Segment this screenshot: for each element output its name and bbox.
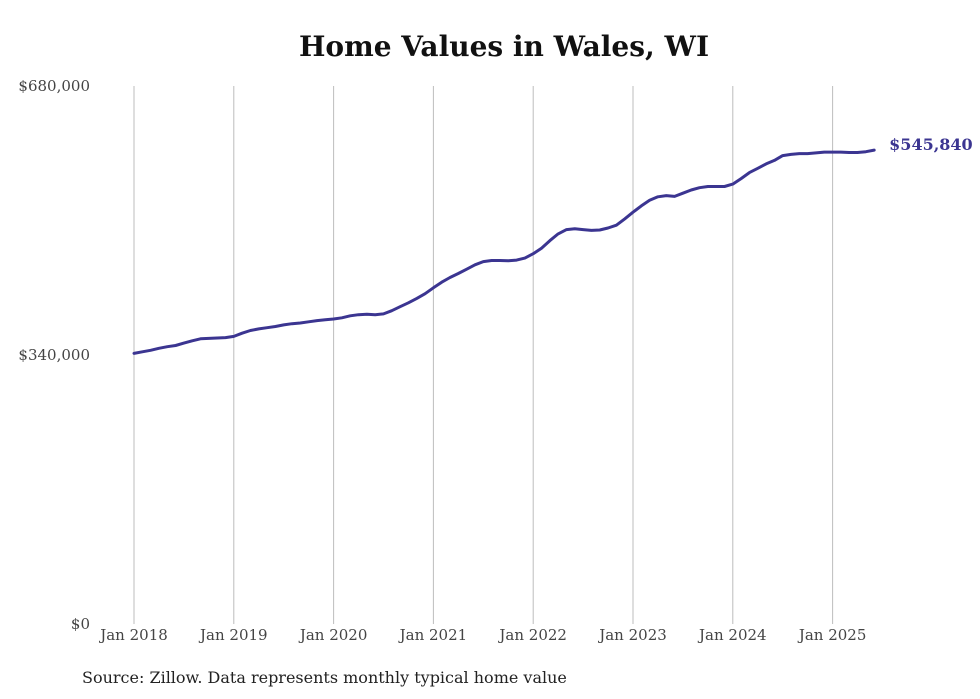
x-tick-label: Jan 2024 (697, 626, 767, 644)
source-note: Source: Zillow. Data represents monthly … (82, 668, 567, 687)
x-tick-label: Jan 2022 (497, 626, 567, 644)
x-axis-ticks: Jan 2018 Jan 2019 Jan 2020 Jan 2021 Jan 2022… (98, 626, 866, 644)
x-tick-label: Jan 2018 (98, 626, 168, 644)
chart-title: Home Values in Wales, WI (298, 30, 710, 63)
end-value-label: $545,840 (889, 135, 973, 154)
x-tick-label: Jan 2021 (398, 626, 468, 644)
x-tick-label: Jan 2020 (298, 626, 368, 644)
y-tick-label: $0 (71, 615, 90, 633)
x-tick-label: Jan 2025 (797, 626, 867, 644)
series-line-home-value (132, 148, 876, 355)
y-tick-label: $680,000 (18, 77, 90, 95)
vertical-gridlines (133, 86, 834, 624)
x-tick-label: Jan 2019 (198, 626, 268, 644)
end-label-layer: $545,840 (889, 135, 973, 154)
series-layer (132, 148, 876, 355)
x-tick-label: Jan 2023 (597, 626, 667, 644)
y-tick-label: $340,000 (18, 346, 90, 364)
y-axis-ticks: $0 $340,000 $680,000 (18, 77, 90, 633)
